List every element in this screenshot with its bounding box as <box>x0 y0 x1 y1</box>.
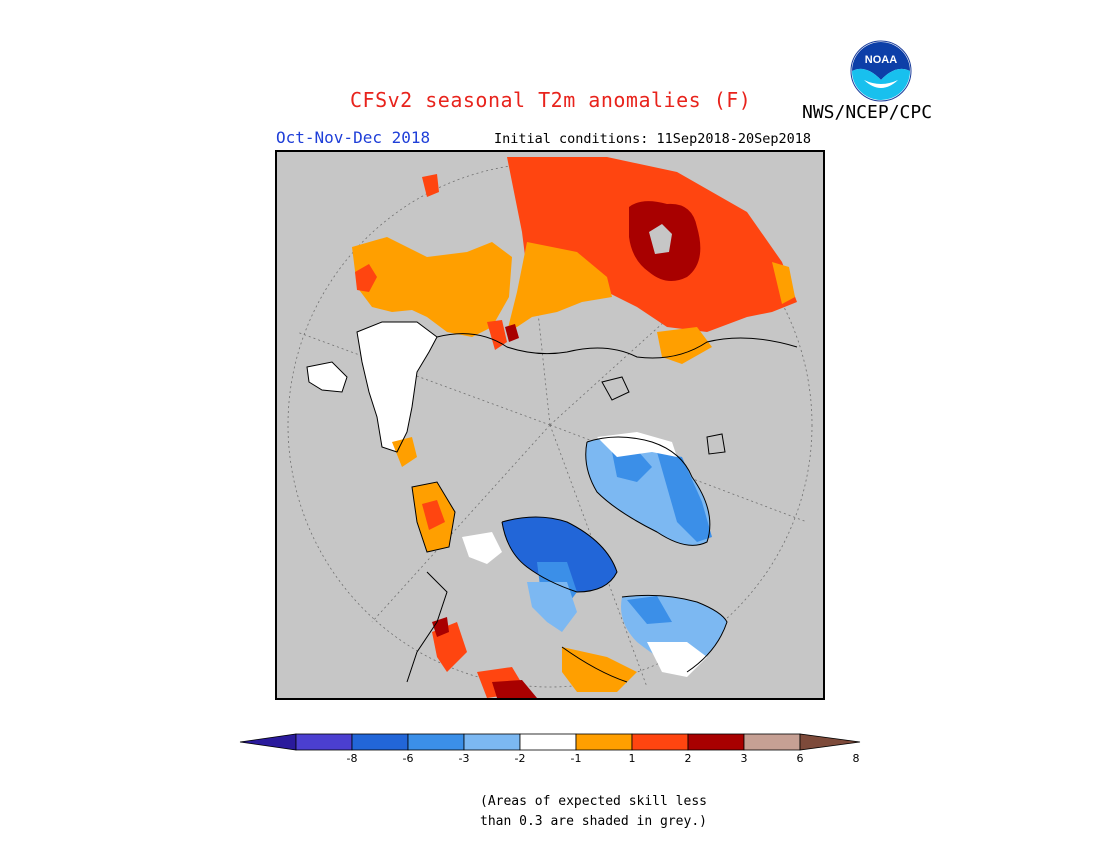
colorbar-tick: -8 <box>346 752 358 765</box>
colorbar-tick: 6 <box>796 752 804 765</box>
initial-conditions-label: Initial conditions: 11Sep2018-20Sep2018 <box>494 131 811 147</box>
eurasia-anomalies <box>352 157 797 364</box>
greenland-anomalies <box>585 432 712 546</box>
colorbar-tick: -6 <box>402 752 414 765</box>
colorbar-swatch <box>519 733 577 751</box>
colorbar-arrow-low <box>239 733 297 751</box>
colorbar-swatch <box>295 733 353 751</box>
north-america-anomalies <box>432 517 727 698</box>
season-label: Oct-Nov-Dec 2018 <box>276 128 431 147</box>
colorbar <box>238 732 862 768</box>
alaska-anomalies <box>412 482 502 564</box>
footnote-line-2: than 0.3 are shaded in grey.) <box>480 814 707 829</box>
map-title: CFSv2 seasonal T2m anomalies (F) <box>350 88 752 112</box>
colorbar-tick: 8 <box>852 752 860 765</box>
colorbar-tick: -1 <box>570 752 582 765</box>
colorbar-swatch <box>351 733 409 751</box>
colorbar-tick: -3 <box>458 752 470 765</box>
colorbar-tick: 3 <box>740 752 748 765</box>
polar-map-svg <box>287 157 813 698</box>
colorbar-tick: 2 <box>684 752 692 765</box>
noaa-logo: NOAA <box>850 40 912 102</box>
colorbar-svg <box>239 733 861 751</box>
colorbar-tick: 1 <box>628 752 636 765</box>
polar-map <box>275 150 825 700</box>
colorbar-tick: -2 <box>514 752 526 765</box>
agency-label: NWS/NCEP/CPC <box>802 102 933 123</box>
colorbar-swatch <box>687 733 745 751</box>
colorbar-arrow-high <box>799 733 861 751</box>
colorbar-swatch <box>463 733 521 751</box>
footnote-line-1: (Areas of expected skill less <box>480 794 707 809</box>
svg-text:NOAA: NOAA <box>865 54 897 66</box>
colorbar-swatch <box>407 733 465 751</box>
coastlines <box>306 321 798 683</box>
colorbar-swatch <box>575 733 633 751</box>
europe-near-normal <box>307 322 437 467</box>
colorbar-swatch <box>631 733 689 751</box>
skill-footnote: (Areas of expected skill less than 0.3 a… <box>480 792 707 832</box>
colorbar-swatch <box>743 733 801 751</box>
